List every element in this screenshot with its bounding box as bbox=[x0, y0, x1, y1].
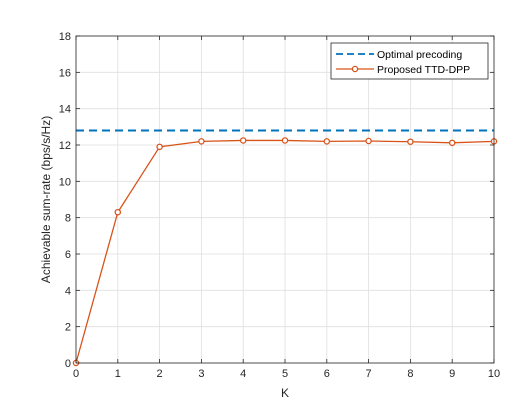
y-tick-label: 16 bbox=[59, 67, 71, 79]
legend-box bbox=[330, 42, 489, 80]
x-tick-label: 2 bbox=[157, 368, 163, 380]
x-tick-label: 10 bbox=[488, 368, 500, 380]
data-point-proposed-ttd-dpp bbox=[448, 139, 456, 147]
tick-marks bbox=[75, 35, 495, 364]
data-point-proposed-ttd-dpp bbox=[114, 208, 122, 216]
x-tick-label: 0 bbox=[73, 368, 79, 380]
data-point-proposed-ttd-dpp bbox=[323, 138, 331, 145]
y-tick-label: 4 bbox=[65, 285, 71, 297]
x-tick-label: 5 bbox=[282, 368, 288, 380]
x-tick-label: 3 bbox=[198, 368, 204, 380]
data-point-proposed-ttd-dpp bbox=[365, 137, 372, 145]
y-tick-label: 14 bbox=[59, 104, 71, 116]
legend-label-proposed-ttd-dpp: Proposed TTD-DPP bbox=[377, 64, 470, 76]
y-axis-title: Achievable sum-rate (bps/s/Hz) bbox=[39, 116, 53, 283]
x-tick-label: 9 bbox=[449, 368, 455, 380]
x-tick-label: 7 bbox=[366, 368, 372, 380]
y-tick-label: 6 bbox=[65, 249, 71, 261]
y-tick-label: 12 bbox=[59, 140, 71, 152]
data-point-proposed-ttd-dpp bbox=[407, 138, 414, 145]
x-tick-label: 8 bbox=[407, 368, 413, 380]
y-tick-label: 18 bbox=[59, 31, 71, 43]
x-axis-title: K bbox=[281, 386, 289, 400]
data-point-proposed-ttd-dpp bbox=[239, 137, 247, 144]
y-tick-label: 2 bbox=[65, 322, 71, 334]
data-point-proposed-ttd-dpp bbox=[156, 143, 163, 151]
data-point-proposed-ttd-dpp bbox=[281, 137, 289, 144]
legend: Optimal precoding Proposed TTD-DPP bbox=[330, 42, 489, 80]
series-layer bbox=[72, 129, 498, 367]
y-tick-label: 10 bbox=[59, 176, 71, 188]
y-tick-label: 8 bbox=[65, 213, 71, 225]
x-tick-label: 6 bbox=[324, 368, 330, 380]
y-tick-label: 0 bbox=[65, 358, 71, 370]
legend-marker-proposed-ttd-dpp bbox=[351, 65, 359, 73]
x-tick-label: 1 bbox=[115, 368, 121, 380]
data-point-proposed-ttd-dpp bbox=[198, 138, 205, 145]
legend-label-optimal-precoding: Optimal precoding bbox=[377, 49, 462, 61]
x-tick-label: 4 bbox=[240, 368, 246, 380]
